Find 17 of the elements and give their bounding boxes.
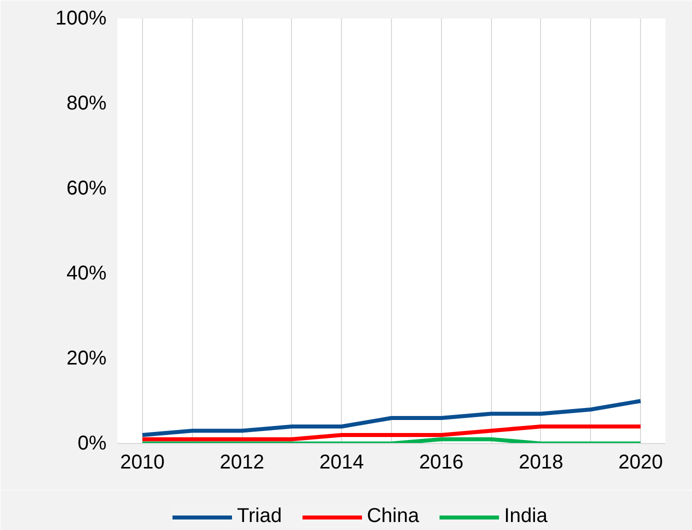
line-series (140, 399, 643, 437)
x-tick-label: 2014 (319, 452, 364, 474)
x-tick-label: 2012 (220, 452, 264, 474)
y-tick-label: 40% (66, 262, 107, 284)
legend-label: India (504, 505, 548, 528)
y-tick-label: 60% (66, 178, 107, 200)
x-tick-label: 2016 (419, 452, 464, 474)
legend-label: China (366, 505, 420, 528)
legend-label: Triad (237, 505, 282, 528)
x-tick-label: 2010 (120, 452, 165, 474)
x-tick-label: 2018 (518, 452, 564, 474)
y-tick-label: 20% (66, 348, 107, 370)
y-tick-label: 80% (66, 92, 107, 114)
y-tick-label: 0% (78, 432, 107, 454)
line-series (140, 424, 643, 442)
x-tick-label: 2020 (618, 452, 663, 474)
y-tick-label: 100% (55, 8, 107, 30)
